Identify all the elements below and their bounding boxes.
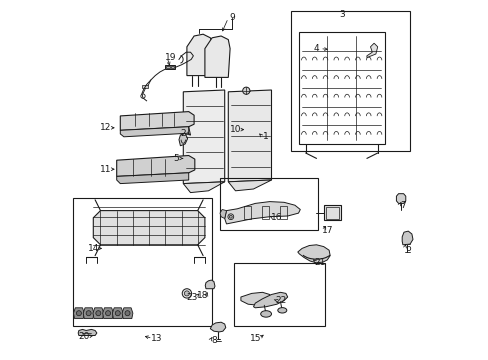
Text: 5: 5 [173,154,179,163]
Text: 23: 23 [186,292,198,302]
Bar [142,85,148,88]
Polygon shape [102,308,113,319]
Polygon shape [186,34,213,76]
Ellipse shape [277,307,286,313]
Text: 1: 1 [263,132,268,141]
Text: 13: 13 [150,334,162,343]
Bar [244,206,250,219]
Circle shape [229,215,232,218]
Text: 18: 18 [197,291,208,300]
Text: 17: 17 [321,226,332,235]
Circle shape [105,311,110,316]
Circle shape [184,291,189,296]
Polygon shape [117,173,188,184]
Polygon shape [205,280,215,289]
Polygon shape [183,90,224,184]
Polygon shape [366,43,377,58]
Text: 22: 22 [274,296,285,305]
Text: 16: 16 [270,213,282,222]
Text: 19: 19 [164,53,176,62]
Bar [291,11,409,151]
Polygon shape [179,133,187,146]
Polygon shape [93,308,103,319]
Polygon shape [210,322,225,332]
Circle shape [242,87,249,94]
Bar [166,66,170,68]
Polygon shape [228,90,271,182]
Bar [73,198,212,326]
Polygon shape [228,180,271,191]
Text: 7: 7 [399,201,405,210]
Bar [298,32,384,144]
Polygon shape [183,182,224,193]
Circle shape [115,311,120,316]
Polygon shape [396,194,405,203]
Polygon shape [93,211,204,245]
Bar [279,206,286,219]
Text: 12: 12 [100,123,111,132]
Bar [233,263,325,326]
Text: 11: 11 [100,165,111,174]
Bar [220,178,317,230]
Polygon shape [241,292,271,305]
Text: 6: 6 [405,244,410,253]
Bar [323,205,340,220]
Text: 3: 3 [338,10,344,19]
Polygon shape [112,308,123,319]
Circle shape [86,311,91,316]
Bar [325,207,339,219]
Text: 14: 14 [87,244,99,253]
Polygon shape [224,202,300,224]
Polygon shape [73,308,84,319]
Polygon shape [117,156,194,176]
Ellipse shape [260,311,271,317]
Text: 20: 20 [79,332,90,341]
Polygon shape [83,308,94,319]
Circle shape [76,311,81,316]
Text: 4: 4 [313,44,319,53]
Text: 9: 9 [228,13,234,22]
Polygon shape [401,231,412,245]
Bar [170,66,174,68]
Bar [164,65,175,69]
Text: 10: 10 [229,125,241,134]
Text: 21: 21 [314,258,325,267]
Polygon shape [220,210,226,219]
Polygon shape [120,127,188,137]
Circle shape [182,289,191,298]
Polygon shape [122,308,133,319]
Bar [261,206,268,219]
Text: 8: 8 [211,336,216,345]
Polygon shape [253,292,287,308]
Polygon shape [120,112,194,130]
Polygon shape [78,329,97,336]
Text: 2: 2 [180,129,186,138]
Polygon shape [204,36,230,77]
Polygon shape [297,245,329,263]
Text: 15: 15 [249,334,261,343]
Circle shape [125,311,130,316]
Circle shape [96,311,101,316]
